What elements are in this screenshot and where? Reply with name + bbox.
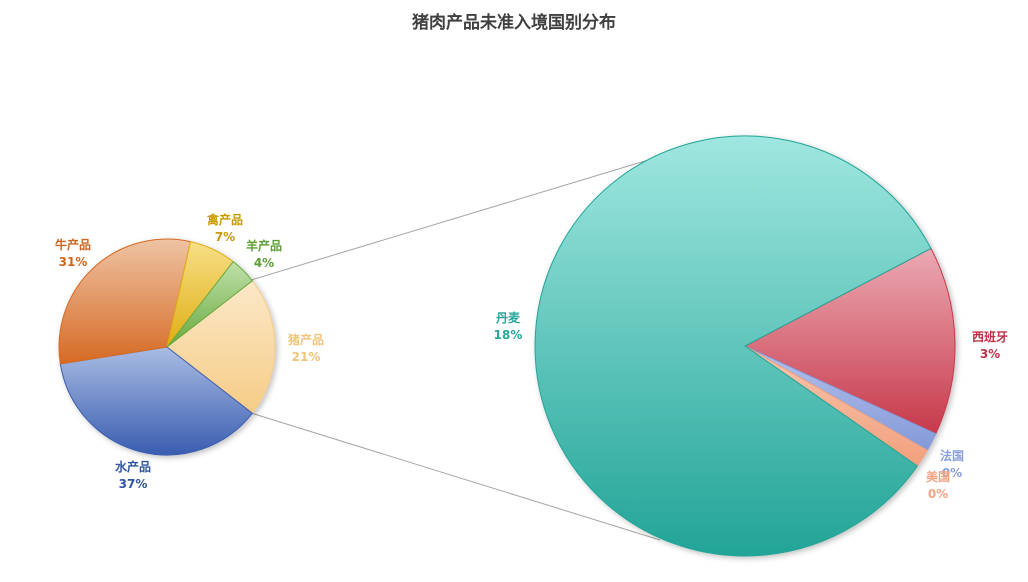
secondary-label-1: 法国	[940, 448, 964, 463]
secondary-percent-3: 18%	[494, 328, 523, 342]
primary-percent-4: 4%	[254, 256, 274, 270]
secondary-percent-0: 3%	[980, 347, 1000, 361]
secondary-pie	[534, 135, 956, 557]
primary-label-3: 禽产品	[206, 212, 243, 227]
primary-percent-0: 21%	[292, 350, 321, 364]
primary-slice-4[interactable]	[166, 260, 254, 348]
secondary-slice-3[interactable]	[534, 135, 932, 557]
primary-label-2: 牛产品	[55, 237, 91, 252]
primary-label-4: 羊产品	[246, 238, 282, 253]
connector-line-bottom	[250, 412, 661, 541]
primary-percent-1: 37%	[119, 477, 148, 491]
secondary-slice-0[interactable]	[743, 247, 956, 435]
primary-percent-2: 31%	[59, 255, 88, 269]
primary-pie	[58, 238, 276, 456]
primary-label-0: 猪产品	[287, 332, 324, 347]
connector-line-top	[250, 147, 689, 281]
secondary-label-2: 美国	[926, 469, 950, 484]
primary-slice-0[interactable]	[166, 280, 276, 414]
secondary-label-3: 丹麦	[496, 310, 521, 325]
secondary-label-0: 西班牙	[972, 329, 1008, 344]
primary-slice-2[interactable]	[58, 238, 192, 365]
primary-label-1: 水产品	[115, 459, 151, 474]
secondary-percent-1: 0%	[942, 466, 962, 480]
chart-title: 猪肉产品未准入境国别分布	[412, 13, 616, 33]
secondary-percent-2: 0%	[928, 487, 948, 501]
primary-percent-3: 7%	[215, 230, 235, 244]
primary-slice-1[interactable]	[59, 346, 254, 456]
